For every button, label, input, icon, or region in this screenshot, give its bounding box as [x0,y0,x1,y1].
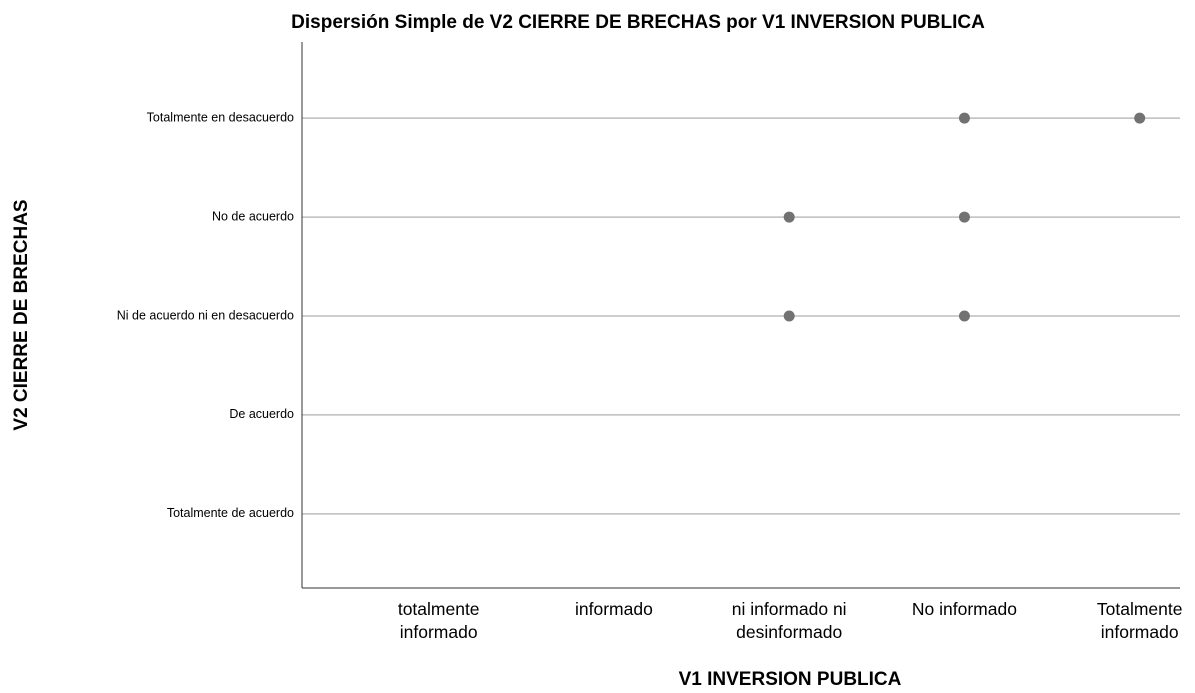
y-axis-title: V2 CIERRE DE BRECHAS [11,199,32,430]
x-tick-label: totalmente informado [398,599,480,642]
y-tick-label: De acuerdo [229,407,294,421]
y-tick-label: Totalmente en desacuerdo [147,110,294,124]
y-tick-label: Ni de acuerdo ni en desacuerdo [117,308,294,322]
point [783,211,795,223]
x-tick-label: informado [575,599,653,619]
y-tick-label: Totalmente de acuerdo [167,506,294,520]
point [1134,112,1146,124]
x-tick-label: ni informado ni desinformado [732,599,847,642]
point [783,310,795,322]
x-tick-label: No informado [912,599,1017,619]
y-tick-label: No de acuerdo [212,209,294,223]
point [958,310,970,322]
point [958,112,970,124]
point [958,211,970,223]
x-axis-title: V1 INVERSION PUBLICA [679,669,902,690]
x-tick-label: Totalmente informado [1097,599,1183,642]
chart-title: Dispersión Simple de V2 CIERRE DE BRECHA… [291,12,985,33]
